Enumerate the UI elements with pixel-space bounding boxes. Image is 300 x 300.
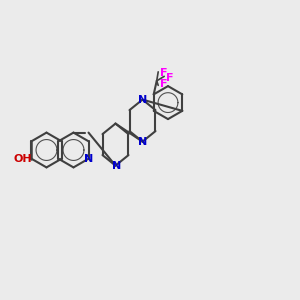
Text: N: N — [84, 154, 93, 164]
Text: N: N — [138, 136, 147, 147]
Text: F: F — [160, 68, 167, 78]
Text: OH: OH — [14, 154, 32, 164]
Text: N: N — [138, 94, 147, 105]
Text: F: F — [166, 73, 173, 83]
Text: F: F — [160, 79, 167, 89]
Text: N: N — [112, 160, 122, 171]
